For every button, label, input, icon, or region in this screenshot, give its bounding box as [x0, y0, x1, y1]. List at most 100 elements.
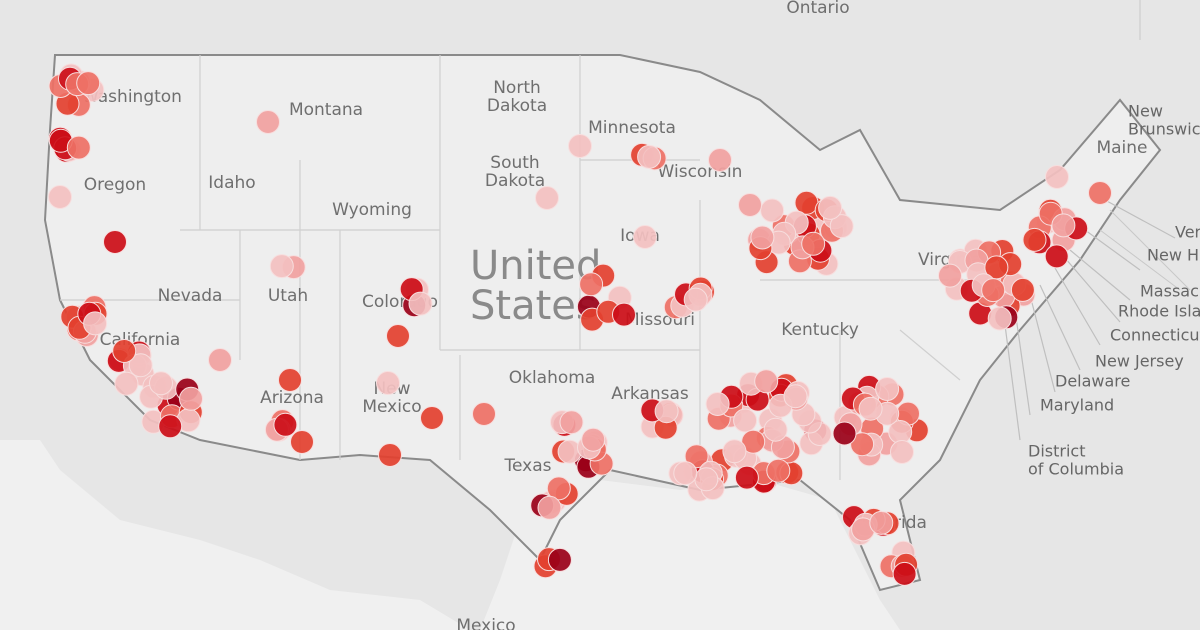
location-marker	[535, 186, 559, 210]
location-marker	[654, 399, 679, 424]
location-marker	[760, 198, 785, 223]
callout-label: New Hampshire	[1147, 246, 1200, 265]
location-marker	[179, 386, 203, 411]
state-label: Montana	[289, 100, 363, 120]
location-marker	[112, 339, 137, 363]
state-label: Nevada	[158, 286, 223, 306]
location-marker	[892, 561, 917, 586]
location-marker	[1045, 165, 1069, 189]
state-label: Oklahoma	[509, 368, 596, 388]
location-marker	[783, 384, 808, 409]
location-marker	[850, 432, 875, 457]
callout-label: Maryland	[1040, 396, 1114, 415]
country-label: Mexico	[456, 616, 515, 630]
location-marker	[801, 231, 826, 256]
location-marker	[981, 278, 1006, 303]
location-marker	[987, 306, 1012, 331]
location-marker	[66, 135, 91, 160]
location-marker	[420, 406, 444, 430]
location-marker	[376, 371, 400, 395]
location-marker	[83, 311, 108, 336]
callout-label: Delaware	[1055, 372, 1130, 391]
callout-label: Rhode Island	[1118, 302, 1200, 321]
location-marker	[733, 408, 758, 433]
state-label: Dakota	[485, 171, 545, 191]
location-marker	[832, 421, 857, 446]
callout-lines	[1004, 199, 1176, 441]
location-marker	[559, 410, 584, 435]
location-marker	[269, 254, 294, 279]
location-marker	[103, 230, 127, 254]
location-marker	[829, 214, 854, 239]
location-marker	[683, 287, 708, 312]
location-marker	[684, 444, 709, 469]
markers	[48, 63, 1112, 586]
location-marker	[128, 353, 153, 378]
location-marker	[750, 225, 775, 250]
location-marker	[766, 458, 791, 483]
state-label: Minnesota	[588, 118, 676, 138]
state-label: Oregon	[84, 175, 146, 195]
state-label: Idaho	[208, 173, 255, 193]
state-label: Washington	[82, 87, 182, 107]
state-label: Arkansas	[611, 384, 689, 404]
state-label: Utah	[268, 286, 308, 306]
country-label: States	[470, 283, 597, 329]
location-marker	[673, 461, 698, 486]
state-label: Mexico	[362, 397, 421, 417]
location-marker	[875, 377, 900, 401]
labels-top: Vermont New Hampshire MassachusettsRhode I…	[1028, 223, 1200, 479]
country-label: New	[1128, 102, 1163, 121]
callout-label: Connecticut	[1110, 326, 1200, 345]
callout-label: District	[1028, 442, 1085, 461]
location-marker	[722, 439, 747, 464]
location-marker	[890, 440, 914, 464]
location-marker	[208, 348, 232, 372]
callout-label: Vermont	[1175, 223, 1200, 242]
location-marker	[869, 510, 894, 535]
location-marker	[114, 371, 139, 396]
callout-label: of Columbia	[1028, 460, 1124, 479]
country-label: Brunswick	[1128, 120, 1200, 139]
location-marker	[579, 272, 604, 297]
location-marker	[149, 371, 173, 396]
state-label: South	[490, 153, 539, 173]
location-marker	[547, 547, 572, 572]
location-marker	[537, 495, 562, 520]
location-marker	[858, 396, 883, 421]
location-marker	[256, 110, 280, 134]
state-label: Maine	[1096, 138, 1147, 158]
location-marker	[818, 195, 843, 220]
state-label: Texas	[504, 456, 552, 476]
location-marker	[705, 392, 730, 416]
location-marker	[708, 148, 732, 172]
location-marker	[158, 414, 183, 439]
location-marker	[568, 134, 592, 158]
location-marker	[386, 324, 410, 348]
location-marker	[290, 430, 314, 454]
location-marker	[273, 412, 298, 437]
location-marker	[694, 467, 719, 492]
gulf	[480, 480, 900, 630]
state-label: Dakota	[487, 96, 547, 116]
location-marker	[734, 465, 759, 490]
location-marker	[738, 193, 762, 217]
location-marker	[1088, 181, 1112, 205]
location-marker	[408, 291, 433, 316]
ocean	[0, 440, 470, 630]
location-marker	[581, 427, 606, 452]
callout-label: New Jersey	[1095, 352, 1184, 371]
location-marker	[378, 443, 402, 467]
state-label: Wyoming	[332, 200, 412, 220]
state-label: Arizona	[260, 388, 324, 408]
location-marker	[472, 402, 496, 426]
location-marker	[938, 263, 962, 288]
location-marker	[754, 369, 779, 394]
location-marker	[48, 185, 72, 209]
location-marker	[278, 368, 302, 392]
location-marker	[1010, 277, 1035, 302]
callout-label: Massachusetts	[1140, 282, 1200, 301]
location-marker	[546, 476, 571, 501]
